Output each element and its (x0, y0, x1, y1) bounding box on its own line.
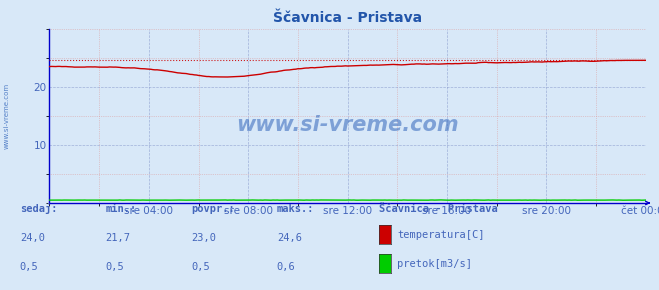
Text: 0,5: 0,5 (191, 262, 210, 272)
Text: 0,5: 0,5 (105, 262, 124, 272)
Text: min.:: min.: (105, 204, 136, 214)
Text: www.si-vreme.com: www.si-vreme.com (237, 115, 459, 135)
Text: 21,7: 21,7 (105, 233, 130, 243)
Text: 24,6: 24,6 (277, 233, 302, 243)
Text: 0,5: 0,5 (20, 262, 38, 272)
Title: Ščavnica - Pristava: Ščavnica - Pristava (273, 11, 422, 25)
Text: povpr.:: povpr.: (191, 204, 235, 214)
Text: 24,0: 24,0 (20, 233, 45, 243)
Text: sedaj:: sedaj: (20, 203, 57, 214)
Text: maks.:: maks.: (277, 204, 314, 214)
Text: 23,0: 23,0 (191, 233, 216, 243)
Text: Ščavnica - Pristava: Ščavnica - Pristava (379, 204, 498, 214)
Text: pretok[m3/s]: pretok[m3/s] (397, 259, 473, 269)
Text: www.si-vreme.com: www.si-vreme.com (3, 83, 9, 149)
Text: temperatura[C]: temperatura[C] (397, 230, 485, 240)
Text: 0,6: 0,6 (277, 262, 295, 272)
